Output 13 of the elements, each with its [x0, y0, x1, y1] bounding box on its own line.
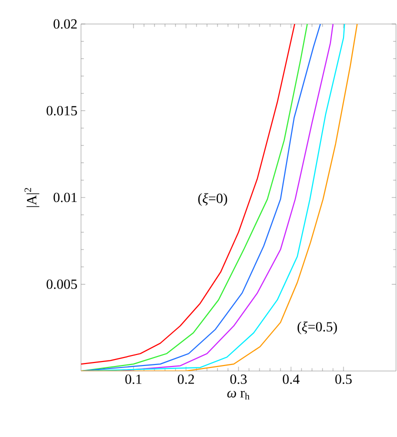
y-tick-label: 0.02 [54, 19, 77, 29]
x-tick-label: 0.4 [282, 374, 300, 384]
x-tick-label: 0.5 [335, 374, 352, 384]
x-tick-label: 0.3 [230, 374, 247, 384]
y-tick-label: 0.005 [46, 280, 77, 289]
annotation: (ξ=0) [198, 193, 228, 206]
x-axis-title: ω r$_{h}$ [227, 390, 250, 400]
x-tick-label: 0.1 [125, 374, 142, 384]
annotation: (ξ=0.5) [298, 322, 337, 334]
y-tick-label: 0.015 [46, 106, 77, 116]
y-axis-title: |A|$^{2}$ [24, 188, 40, 207]
x-tick-label: 0.2 [178, 374, 194, 384]
y-tick-label: 0.01 [54, 192, 77, 202]
